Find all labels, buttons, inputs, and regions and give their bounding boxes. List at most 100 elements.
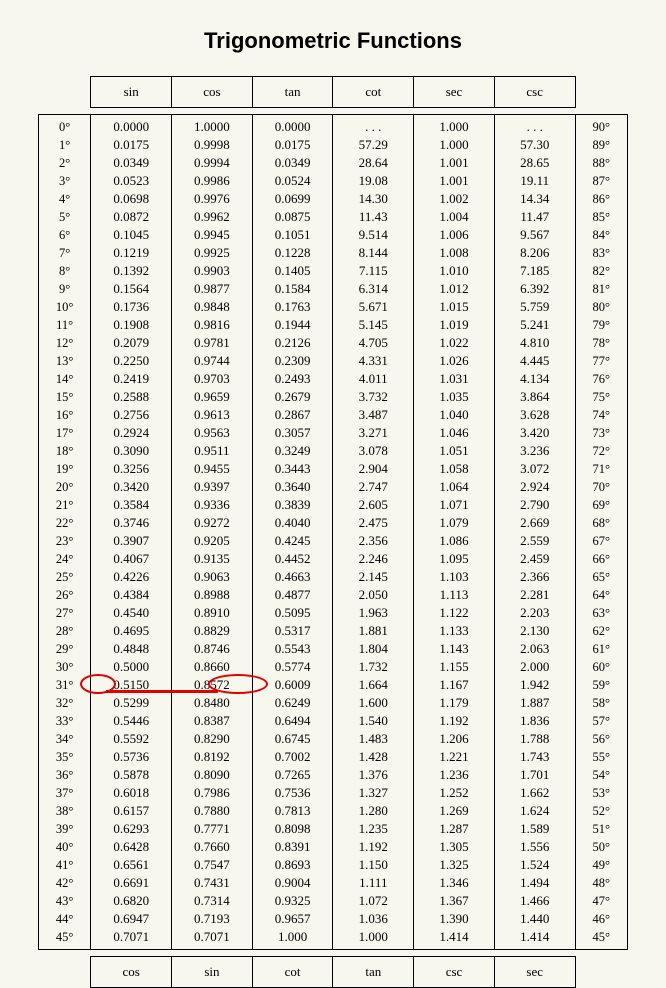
value-cell: 9.514 [333,226,414,244]
table-row: 15°0.25880.96590.26793.7321.0353.86475° [39,388,628,406]
deg-left-cell: 29° [39,640,91,658]
value-cell: 0.7660 [172,838,253,856]
value-cell: 1.022 [414,334,495,352]
value-cell: 4.134 [494,370,575,388]
value-cell: 0.5774 [252,658,333,676]
deg-left-cell: 24° [39,550,91,568]
value-cell: 0.9004 [252,874,333,892]
value-cell: 1.221 [414,748,495,766]
value-cell: 1.280 [333,802,414,820]
value-cell: 1.179 [414,694,495,712]
value-cell: 14.34 [494,190,575,208]
deg-left-cell: 7° [39,244,91,262]
value-cell: 0.4540 [91,604,172,622]
deg-right-cell: 66° [575,550,627,568]
value-cell: 1.010 [414,262,495,280]
value-cell: 28.64 [333,154,414,172]
deg-left-cell: 8° [39,262,91,280]
deg-right-cell: 46° [575,910,627,928]
header-cell: cos [172,77,253,108]
table-row: 34°0.55920.82900.67451.4831.2061.78856° [39,730,628,748]
deg-right-cell: 71° [575,460,627,478]
deg-right-cell: 69° [575,496,627,514]
table-row: 13°0.22500.97440.23094.3311.0264.44577° [39,352,628,370]
value-cell: 5.241 [494,316,575,334]
deg-right-cell: 75° [575,388,627,406]
value-cell: 1.079 [414,514,495,532]
value-cell: 1.000 [414,115,495,137]
value-cell: 1.133 [414,622,495,640]
value-cell: 0.3420 [91,478,172,496]
value-cell: 0.2250 [91,352,172,370]
deg-right-cell: 63° [575,604,627,622]
value-cell: 0.7265 [252,766,333,784]
table-row: 32°0.52990.84800.62491.6001.1791.88758° [39,694,628,712]
value-cell: 0.4877 [252,586,333,604]
value-cell: 4.445 [494,352,575,370]
value-cell: 0.9325 [252,892,333,910]
value-cell: 57.29 [333,136,414,154]
table-body: 0°0.00001.00000.0000. . .1.000. . .90°1°… [39,115,628,950]
deg-left-cell: 5° [39,208,91,226]
value-cell: 1.327 [333,784,414,802]
value-cell: 0.4452 [252,550,333,568]
deg-left-cell: 40° [39,838,91,856]
deg-left-cell: 4° [39,190,91,208]
footer-cell: sin [172,957,253,988]
value-cell: 0.9962 [172,208,253,226]
value-cell: 1.836 [494,712,575,730]
deg-right-cell: 61° [575,640,627,658]
value-cell: 2.475 [333,514,414,532]
deg-right-cell: 87° [575,172,627,190]
deg-left-cell: 19° [39,460,91,478]
deg-right-cell: 86° [575,190,627,208]
deg-left-cell: 17° [39,424,91,442]
value-cell: 0.5095 [252,604,333,622]
value-cell: 0.6009 [252,676,333,694]
value-cell: 14.30 [333,190,414,208]
value-cell: 2.747 [333,478,414,496]
value-cell: 3.078 [333,442,414,460]
deg-left-cell: 41° [39,856,91,874]
table-row: 35°0.57360.81920.70021.4281.2211.74355° [39,748,628,766]
table-row: 42°0.66910.74310.90041.1111.3461.49448° [39,874,628,892]
deg-left-cell: 26° [39,586,91,604]
value-cell: 1.252 [414,784,495,802]
table-row: 5°0.08720.99620.087511.431.00411.4785° [39,208,628,226]
value-cell: 0.7986 [172,784,253,802]
table-row: 1°0.01750.99980.017557.291.00057.3089° [39,136,628,154]
deg-right-cell: 45° [575,928,627,950]
value-cell: 0.7002 [252,748,333,766]
value-cell: 0.7536 [252,784,333,802]
page: Trigonometric Functions sin cos tan cot … [0,0,666,907]
deg-right-cell: 78° [575,334,627,352]
value-cell: 1.006 [414,226,495,244]
value-cell: 1.064 [414,478,495,496]
value-cell: 2.050 [333,586,414,604]
deg-left-cell: 9° [39,280,91,298]
deg-right-cell: 80° [575,298,627,316]
deg-left-cell: 36° [39,766,91,784]
value-cell: 0.5299 [91,694,172,712]
deg-left-cell: 13° [39,352,91,370]
value-cell: 1.004 [414,208,495,226]
value-cell: 1.103 [414,568,495,586]
value-cell: 0.1763 [252,298,333,316]
deg-right-cell: 81° [575,280,627,298]
value-cell: 1.483 [333,730,414,748]
value-cell: 1.881 [333,622,414,640]
deg-right-cell: 76° [575,370,627,388]
value-cell: 0.9455 [172,460,253,478]
value-cell: 0.4695 [91,622,172,640]
value-cell: 0.0175 [91,136,172,154]
table-header-bottom: cos sin cot tan csc sec [39,950,628,988]
value-cell: 0.9657 [252,910,333,928]
value-cell: 3.271 [333,424,414,442]
value-cell: 0.9659 [172,388,253,406]
value-cell: 0.6157 [91,802,172,820]
value-cell: 0.9986 [172,172,253,190]
table-row: 39°0.62930.77710.80981.2351.2871.58951° [39,820,628,838]
value-cell: 0.9703 [172,370,253,388]
value-cell: 0.6018 [91,784,172,802]
value-cell: 0.0698 [91,190,172,208]
